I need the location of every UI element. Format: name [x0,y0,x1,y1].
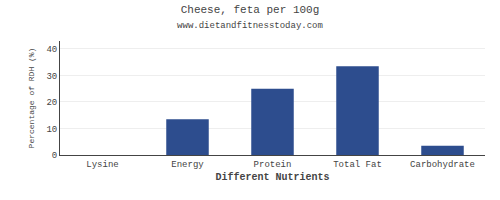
svg-text:Different Nutrients: Different Nutrients [215,172,329,183]
svg-text:Total Fat: Total Fat [333,160,382,170]
svg-text:Protein: Protein [254,160,292,170]
svg-text:Cheese, feta per 100gwww.dieta: Cheese, feta per 100gwww.dietandfitnesst… [177,4,323,30]
svg-text:40: 40 [46,45,57,55]
svg-text:0: 0 [52,151,57,161]
svg-text:10: 10 [46,125,57,135]
svg-text:Energy: Energy [171,160,204,170]
svg-text:20: 20 [46,98,57,108]
svg-text:Percentage of RDH (%): Percentage of RDH (%) [27,48,36,149]
svg-text:30: 30 [46,72,57,82]
svg-text:Carbohydrate: Carbohydrate [410,160,475,170]
svg-text:Lysine: Lysine [86,160,118,170]
